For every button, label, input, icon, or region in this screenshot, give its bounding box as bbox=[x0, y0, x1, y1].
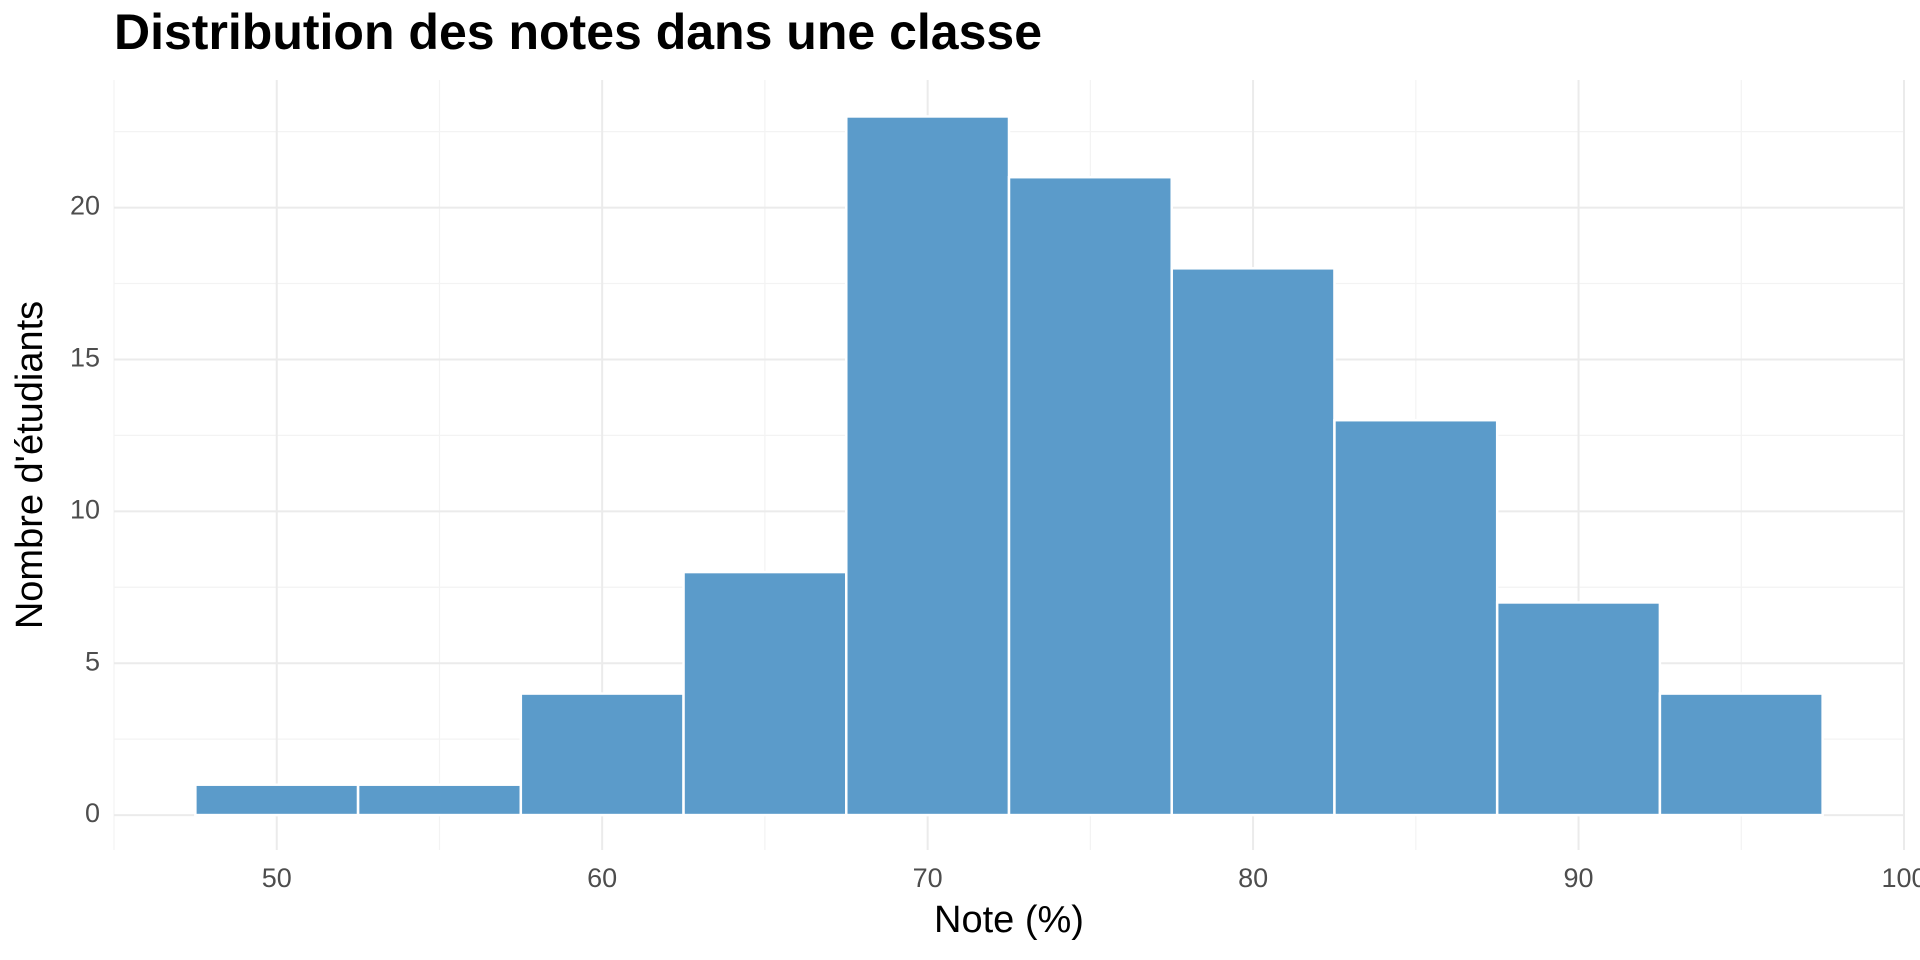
y-tick-label: 0 bbox=[85, 798, 100, 828]
y-tick-label: 10 bbox=[70, 494, 100, 524]
chart-title: Distribution des notes dans une classe bbox=[114, 4, 1042, 60]
bar bbox=[1495, 601, 1662, 817]
x-tick-label: 70 bbox=[913, 863, 943, 893]
bar bbox=[1658, 692, 1824, 817]
x-tick-label: 60 bbox=[587, 863, 617, 893]
x-axis-title: Note (%) bbox=[934, 899, 1084, 941]
bar bbox=[519, 692, 685, 817]
bar bbox=[1170, 267, 1336, 817]
bar bbox=[682, 570, 848, 817]
x-tick-label: 50 bbox=[262, 863, 292, 893]
bar bbox=[194, 783, 360, 817]
x-tick-label: 90 bbox=[1564, 863, 1594, 893]
x-tick-label: 100 bbox=[1881, 863, 1920, 893]
y-tick-label: 5 bbox=[85, 646, 100, 676]
y-tick-label: 20 bbox=[70, 191, 100, 221]
bar bbox=[1007, 175, 1173, 817]
y-tick-label: 15 bbox=[70, 343, 100, 373]
bar bbox=[1333, 418, 1499, 817]
x-tick-label: 80 bbox=[1238, 863, 1268, 893]
bar bbox=[845, 115, 1011, 817]
y-axis-title: Nombre d'étudiants bbox=[9, 301, 51, 629]
bar bbox=[356, 783, 523, 817]
